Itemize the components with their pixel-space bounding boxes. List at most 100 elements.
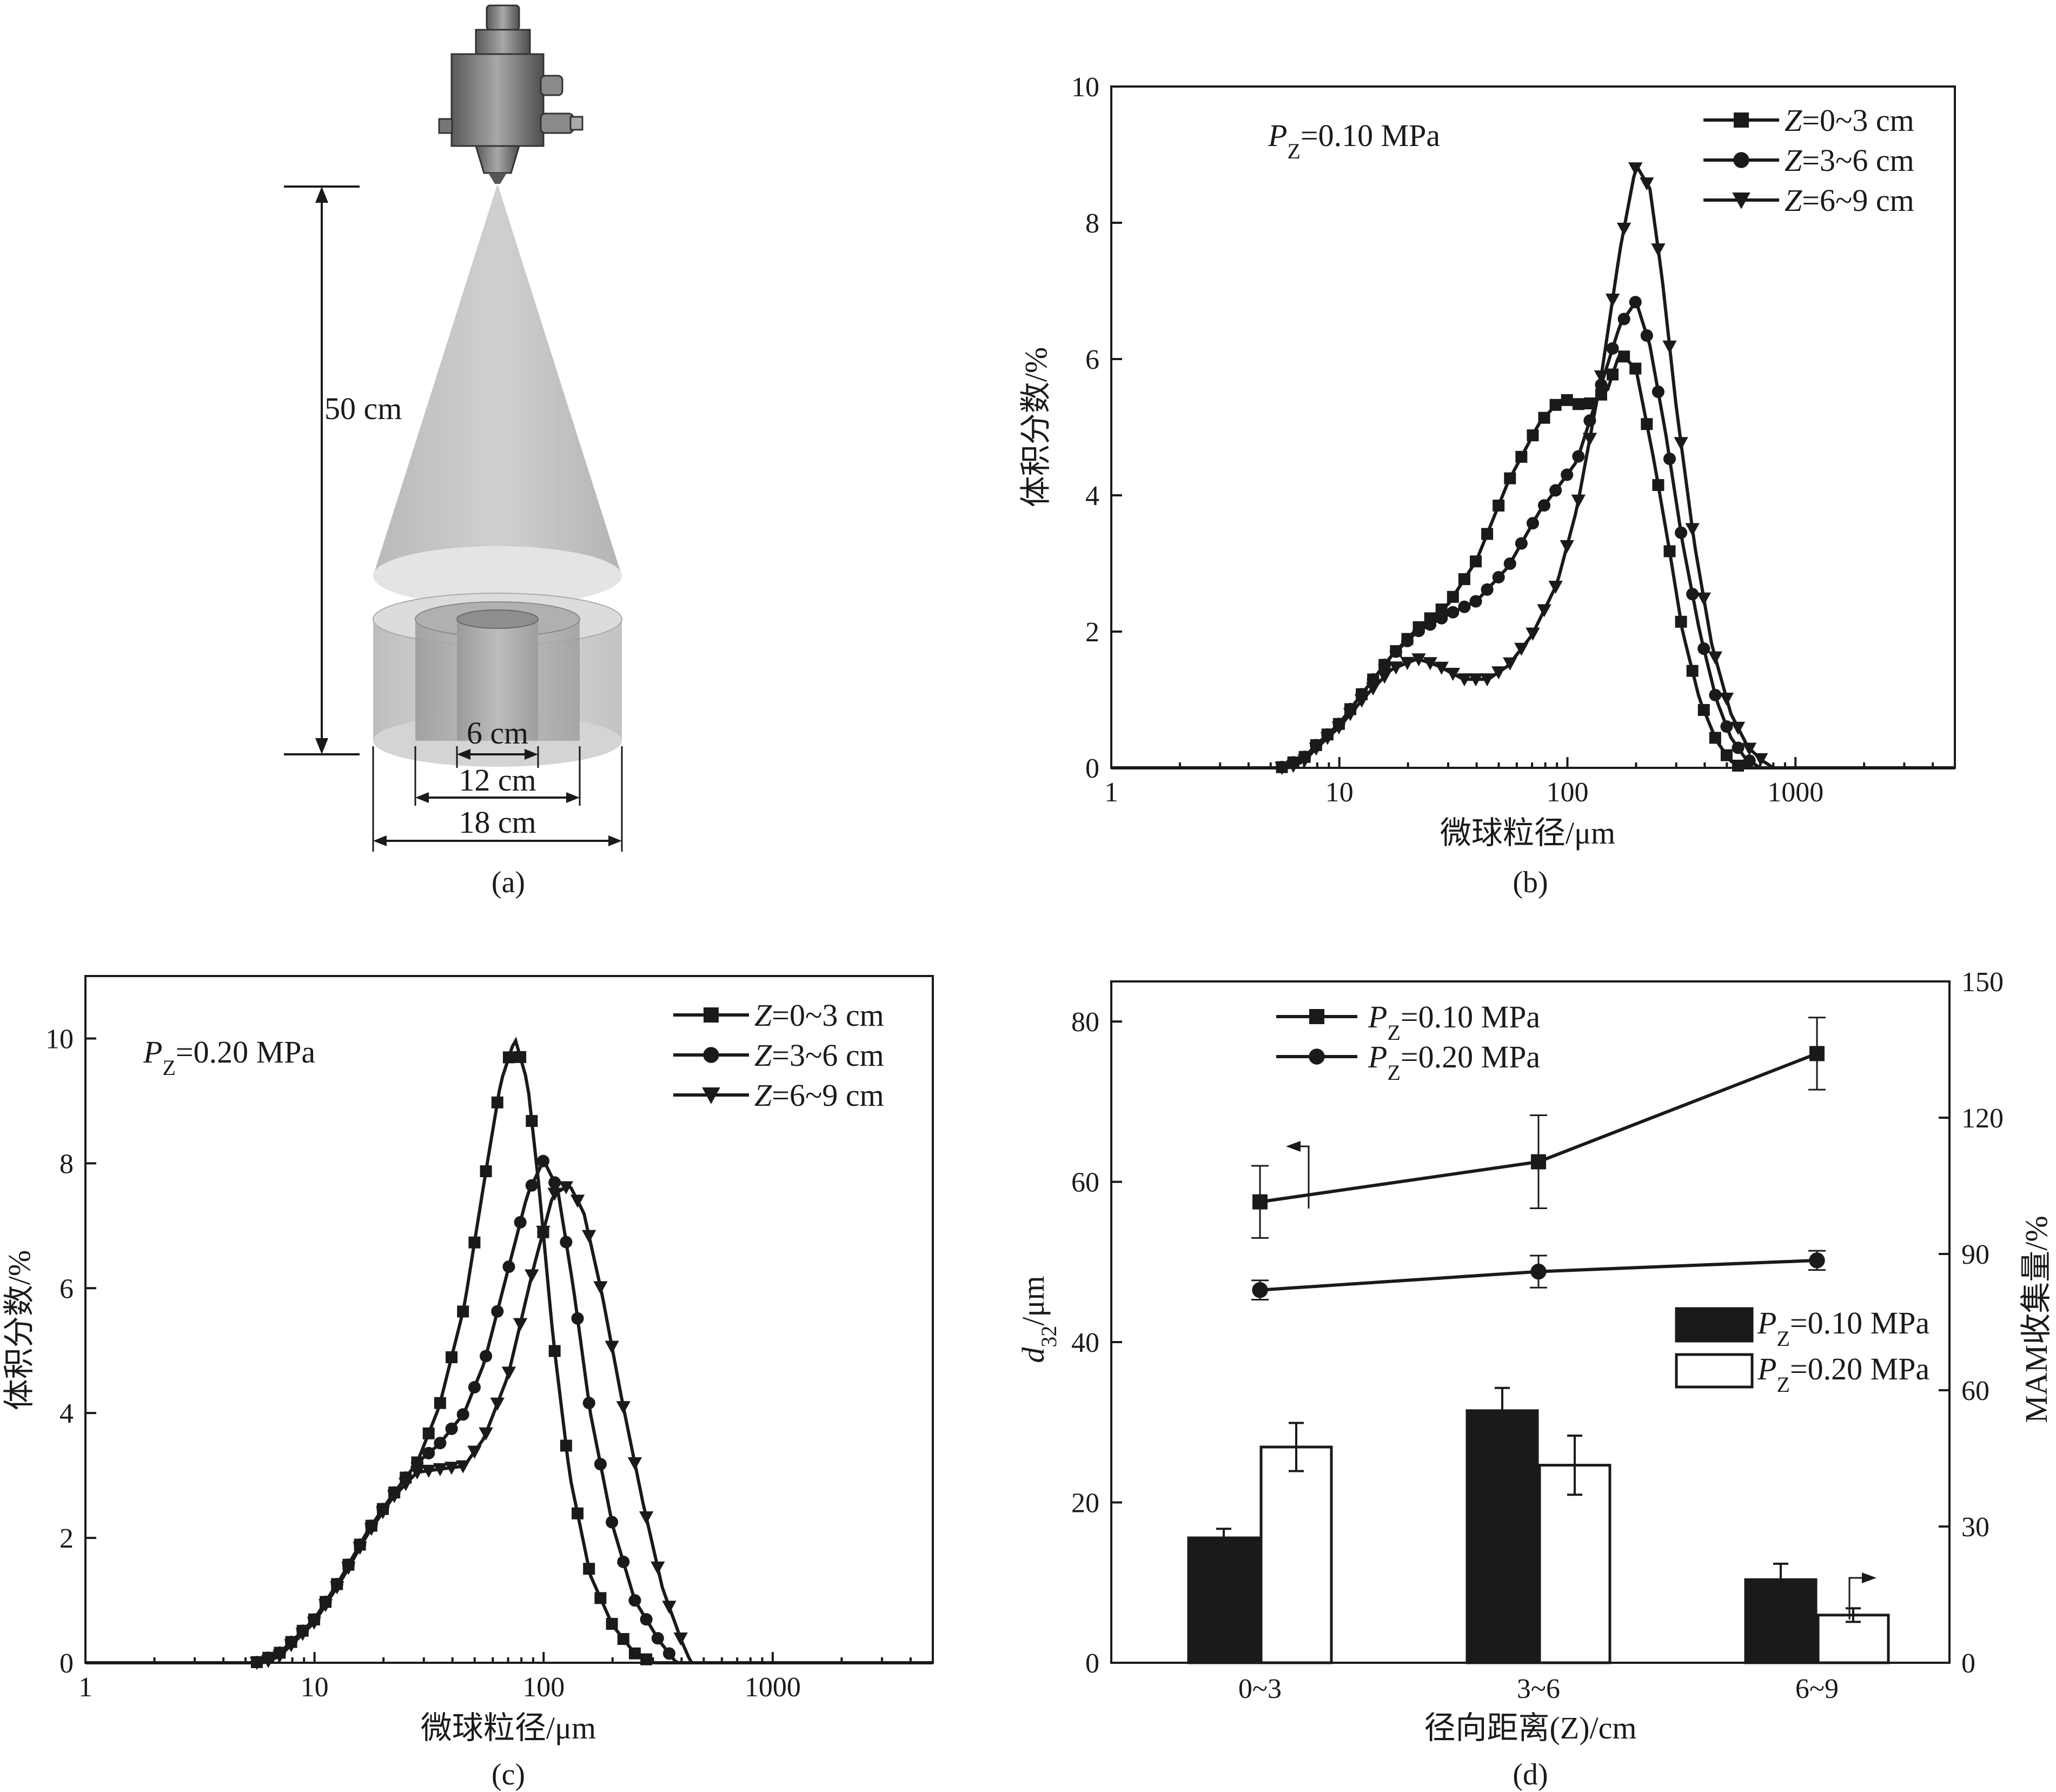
data-point (479, 1427, 493, 1441)
y-tick-label: 10 (45, 1024, 74, 1054)
data-point (605, 1340, 619, 1354)
collector-cylinder (373, 593, 622, 767)
legend-label: PZ=0.20 MPa (1368, 1039, 1540, 1085)
data-point (1742, 742, 1757, 756)
y-tick-label: 10 (1071, 72, 1099, 103)
panel-c-annotation: PZ=0.20 MPa (143, 1034, 315, 1080)
data-point (673, 1632, 688, 1646)
data-point (1389, 645, 1402, 658)
data-point (1674, 437, 1688, 450)
data-point (1572, 450, 1585, 463)
panel-d-chart: 0 20 40 60 80 0 30 60 90 120 150 0~3 3~6 6~9 PZ=0.10 … (1016, 967, 2054, 1791)
data-point (307, 1616, 322, 1630)
data-point (1458, 573, 1470, 586)
data-point (1537, 499, 1551, 512)
data-point (421, 1464, 436, 1478)
data-point (1561, 394, 1573, 406)
data-point (1628, 162, 1643, 176)
data-point (434, 1397, 446, 1409)
data-point (353, 1542, 367, 1555)
data-point (1663, 545, 1676, 557)
arrow-head (1862, 1572, 1876, 1583)
series-1 (1111, 350, 1955, 773)
data-point (514, 1216, 527, 1229)
data-point (1411, 653, 1426, 667)
data-point (1389, 661, 1403, 675)
legend-label: Z=0~3 cm (754, 998, 884, 1033)
spray-nozzle-icon (438, 4, 583, 184)
y-tick-label: 8 (59, 1149, 74, 1179)
bar (1744, 1578, 1818, 1664)
data-point (548, 1345, 561, 1357)
legend-swatch (1675, 1353, 1754, 1389)
legend-marker (1732, 193, 1750, 209)
data-point (1675, 526, 1688, 539)
bar (1816, 1614, 1890, 1664)
bar (1538, 1464, 1611, 1664)
data-point (1331, 721, 1347, 735)
data-point (1309, 742, 1324, 756)
data-point (330, 1581, 344, 1595)
data-point (1561, 468, 1574, 481)
data-point (445, 1422, 458, 1435)
data-point (627, 1457, 642, 1471)
data-point (1696, 592, 1711, 606)
data-point (547, 1187, 562, 1201)
y-tick-label-left: 60 (1071, 1167, 1099, 1198)
data-point (1617, 313, 1630, 326)
arrow-head (1286, 1141, 1301, 1152)
data-point (1445, 667, 1461, 681)
data-point (1481, 528, 1494, 540)
data-point (1686, 665, 1699, 677)
data-point (1286, 760, 1301, 773)
y-tick-label-right: 30 (1961, 1512, 1989, 1543)
data-point (1743, 754, 1756, 767)
data-point (422, 1427, 435, 1439)
data-point (1685, 523, 1700, 536)
data-point (467, 1445, 482, 1459)
data-point (1537, 604, 1551, 618)
data-point (1275, 762, 1289, 775)
y-tick-label-right: 120 (1961, 1103, 2004, 1134)
data-point (1458, 600, 1471, 613)
panel-b-annotation: PZ=0.10 MPa (1268, 118, 1440, 163)
data-point (560, 1236, 573, 1249)
data-point (1732, 759, 1745, 772)
data-point (480, 1350, 493, 1363)
data-point (1412, 625, 1425, 638)
data-point (1651, 243, 1666, 257)
x-tick-label: 6~9 (1795, 1674, 1839, 1704)
data-point (582, 1397, 595, 1410)
data-point (1606, 342, 1619, 355)
data-point (1481, 583, 1494, 596)
series-1 (85, 1037, 933, 1668)
panel-d-ylabel-right: MAM收集量/% (2019, 1216, 2054, 1423)
legend-label: Z=3~6 cm (1785, 143, 1914, 178)
data-point (1470, 555, 1482, 568)
data-point (490, 1397, 505, 1411)
data-point (1491, 666, 1506, 680)
data-point (1378, 658, 1391, 672)
data-point (1503, 657, 1517, 671)
right-axis-arrow-icon (1848, 1572, 1876, 1620)
data-point (651, 1632, 664, 1645)
line-series-2 (1251, 1250, 1826, 1300)
data-point (1708, 651, 1723, 665)
data-point (468, 1236, 481, 1249)
data-point (502, 1260, 515, 1273)
data-point (341, 1562, 356, 1575)
panel-c-plot-area: 1 10 100 1000 0 2 4 6 8 10 (45, 975, 934, 1703)
data-point (525, 1179, 538, 1192)
y-tick-label: 4 (59, 1398, 74, 1429)
data-point (593, 1281, 608, 1295)
data-point (387, 1490, 402, 1503)
data-point (548, 1176, 561, 1189)
data-point (457, 1305, 469, 1318)
data-point (1675, 615, 1687, 628)
bar-series-1 (1187, 1386, 1818, 1664)
y-tick-label: 6 (1085, 344, 1099, 375)
data-point (444, 1462, 459, 1475)
